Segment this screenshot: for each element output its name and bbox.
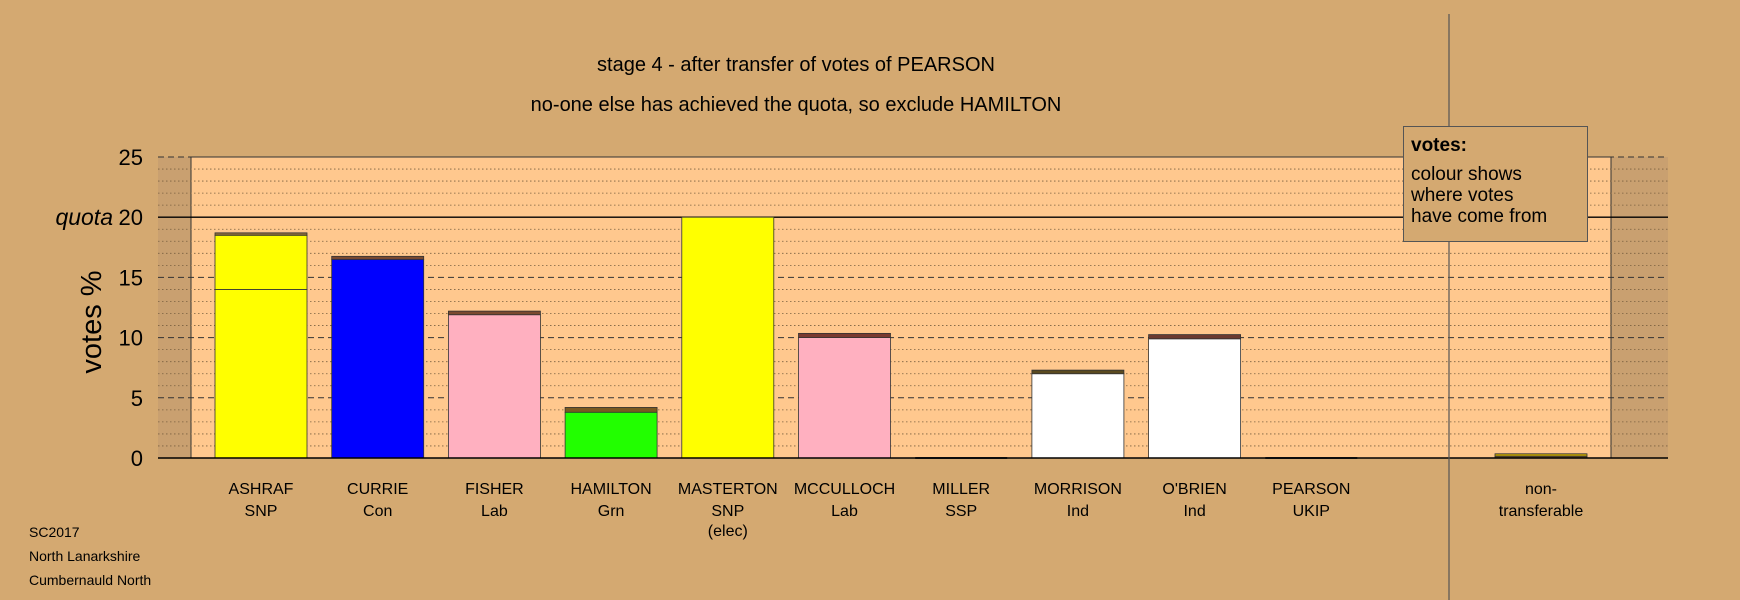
plot-margin-right [1611, 157, 1668, 458]
bar-segment [214, 232, 308, 236]
legend-title: votes: [1411, 135, 1467, 156]
x-label-candidate: MORRISON [1034, 481, 1122, 498]
footer-council: North Lanarkshire [29, 548, 141, 564]
y-axis-label: votes % [76, 270, 108, 373]
x-label-candidate: HAMILTON [570, 481, 651, 498]
x-label-candidate: MCCULLOCH [794, 481, 895, 498]
bar-segment [1031, 369, 1125, 375]
bar-segment [1031, 373, 1125, 459]
bar-segment [214, 234, 308, 290]
bar-segment [564, 411, 658, 459]
x-label-candidate: ASHRAF [229, 481, 294, 498]
chart-subtitle: no-one else has achieved the quota, so e… [531, 94, 1062, 116]
bar-segment [1148, 338, 1241, 459]
x-label-candidate: FISHER [465, 481, 524, 498]
x-label-candidate: MASTERTON [678, 481, 778, 498]
x-label-party: Grn [598, 503, 625, 520]
chart-title: stage 4 - after transfer of votes of PEA… [597, 54, 995, 76]
y-tick-label: 10 [119, 326, 143, 351]
bar-segment [798, 337, 891, 459]
x-label-party: SSP [945, 503, 977, 520]
x-label-party: SNP [245, 503, 278, 520]
y-tick-label: 5 [131, 386, 143, 411]
x-label-party: UKIP [1293, 503, 1330, 520]
labels: 0 5 10 15 20 25 quota ASHRAF SNP CURRIE Con FISHER L… [55, 54, 1583, 540]
x-label-note: (elec) [708, 523, 748, 540]
x-label-party: Lab [831, 503, 858, 520]
footer-info: SC2017 North Lanarkshire Cumbernauld Nor… [29, 520, 151, 592]
bar-segment [564, 407, 658, 413]
footer-ward: Cumbernauld North [29, 572, 152, 588]
y-tick-label: 0 [131, 446, 143, 471]
footer-election: SC2017 [29, 524, 80, 540]
x-label-party: Con [363, 503, 392, 520]
quota-label: quota [55, 204, 113, 230]
legend-line: where votes [1411, 185, 1514, 206]
legend-line: have come from [1411, 206, 1548, 227]
bar-segment [447, 310, 541, 316]
bar-segment [214, 289, 308, 459]
legend-body: colour shows where votes have come from [1411, 164, 1587, 227]
x-label-party: Ind [1183, 503, 1205, 520]
x-label-candidate: MILLER [932, 481, 990, 498]
x-label-candidate: O'BRIEN [1162, 481, 1226, 498]
x-label-party: Ind [1067, 503, 1089, 520]
x-label-candidate: CURRIE [347, 481, 408, 498]
x-label-candidate: PEARSON [1272, 481, 1350, 498]
bar-segment [1148, 334, 1241, 340]
legend-line: colour shows [1411, 164, 1522, 185]
x-label-nontransferable: transferable [1499, 503, 1584, 520]
y-tick-label: 25 [119, 145, 143, 170]
plot-margin-left [158, 157, 191, 458]
bar-segment [331, 258, 425, 459]
bar-segment [681, 216, 775, 459]
bar-segment [798, 332, 891, 338]
bar-segment [447, 314, 541, 459]
x-label-party: Lab [481, 503, 508, 520]
x-label-party: SNP [711, 503, 744, 520]
bars [214, 216, 1588, 459]
legend-box: votes: colour shows where votes have com… [1403, 126, 1588, 242]
y-tick-label: 15 [119, 265, 143, 290]
plot-area [158, 156, 1668, 459]
nontransferable-segment [1494, 453, 1588, 457]
plot-frame [190, 156, 1612, 459]
axes [158, 14, 1668, 600]
y-tick-label: 20 [119, 205, 143, 230]
x-label-nontransferable: non- [1525, 481, 1557, 498]
bar-segment [331, 255, 425, 260]
